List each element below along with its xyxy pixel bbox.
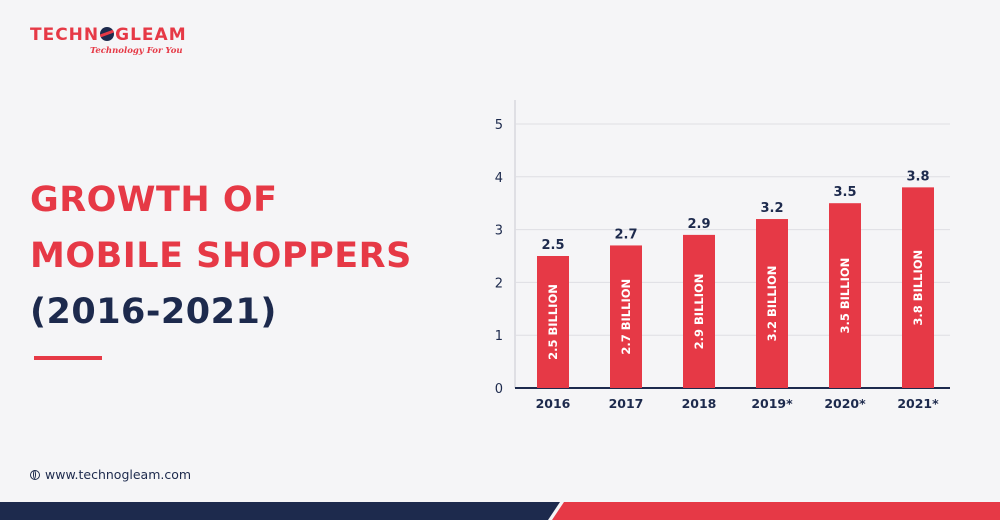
x-tick-label: 2016 [536,396,571,411]
data-label: 2.7 [614,227,637,242]
website-text: www.technogleam.com [45,467,192,482]
bar [902,187,934,388]
title-line-3: (2016-2021) [30,292,277,332]
y-tick-label: 2 [495,276,503,291]
footer-stripe-red [552,502,1000,520]
title-underline [34,356,102,360]
logo-part-1: TECHN [30,25,100,45]
logo: TECHN GLEAM Technology For You [30,26,187,56]
y-tick-label: 4 [495,171,503,186]
data-label: 3.2 [760,201,783,216]
data-label: 3.5 [833,185,856,200]
x-tick-label: 2018 [682,396,717,411]
footer-stripe-navy [0,502,560,520]
bar-inner-label: 2.7 BILLION [619,279,633,355]
bar-inner-label: 3.2 BILLION [765,266,779,342]
bar [756,219,788,388]
bar-inner-label: 2.5 BILLION [546,284,560,360]
logo-wordmark: TECHN GLEAM [30,26,187,44]
bar-inner-label: 3.8 BILLION [911,250,925,326]
logo-globe-icon [100,27,115,41]
data-label: 2.5 [541,238,564,253]
bar [829,203,861,388]
title-line-1: GROWTH OF [30,180,278,220]
x-tick-label: 2020* [824,396,866,411]
bar-inner-label: 2.9 BILLION [692,274,706,350]
y-tick-label: 5 [495,118,503,133]
bar [610,245,642,388]
title-line-2: MOBILE SHOPPERS [30,236,412,276]
y-tick-label: 0 [495,382,503,397]
logo-tagline: Technology For You [90,46,183,56]
website-link[interactable]: www.technogleam.com [30,467,191,482]
x-tick-label: 2019* [751,396,793,411]
y-tick-label: 3 [495,224,503,239]
globe-icon [30,469,40,480]
logo-part-2: GLEAM [115,25,187,45]
data-label: 2.9 [687,217,710,232]
x-tick-label: 2021* [897,396,939,411]
data-label: 3.8 [906,169,929,184]
y-tick-label: 1 [495,329,503,344]
bar [537,256,569,388]
bar [683,234,715,388]
x-tick-label: 2017 [609,396,644,411]
bar-inner-label: 3.5 BILLION [838,258,852,334]
page-title: GROWTH OF MOBILE SHOPPERS (2016-2021) [30,172,412,340]
